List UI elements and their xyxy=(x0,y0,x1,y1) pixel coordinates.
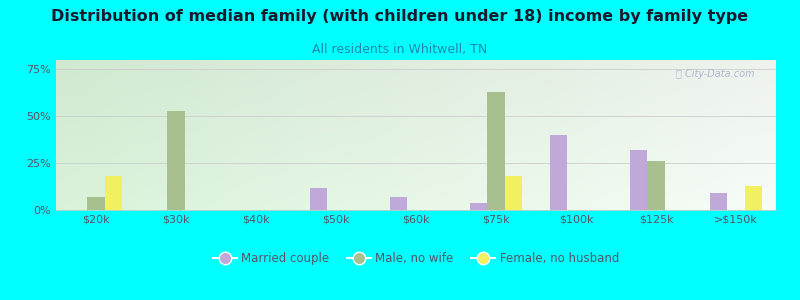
Bar xyxy=(647,161,665,210)
Bar xyxy=(167,111,185,210)
Bar xyxy=(487,92,505,210)
Bar xyxy=(745,186,762,210)
Bar xyxy=(505,176,522,210)
Bar xyxy=(550,135,567,210)
Text: Distribution of median family (with children under 18) income by family type: Distribution of median family (with chil… xyxy=(51,9,749,24)
Bar xyxy=(310,188,327,210)
Bar xyxy=(470,202,487,210)
Legend: Married couple, Male, no wife, Female, no husband: Married couple, Male, no wife, Female, n… xyxy=(208,248,624,270)
Text: All residents in Whitwell, TN: All residents in Whitwell, TN xyxy=(312,44,488,56)
Bar xyxy=(710,193,727,210)
Text: ⓘ City-Data.com: ⓘ City-Data.com xyxy=(676,69,754,79)
Bar xyxy=(87,197,105,210)
Bar xyxy=(105,176,122,210)
Bar xyxy=(630,150,647,210)
Bar xyxy=(390,197,407,210)
